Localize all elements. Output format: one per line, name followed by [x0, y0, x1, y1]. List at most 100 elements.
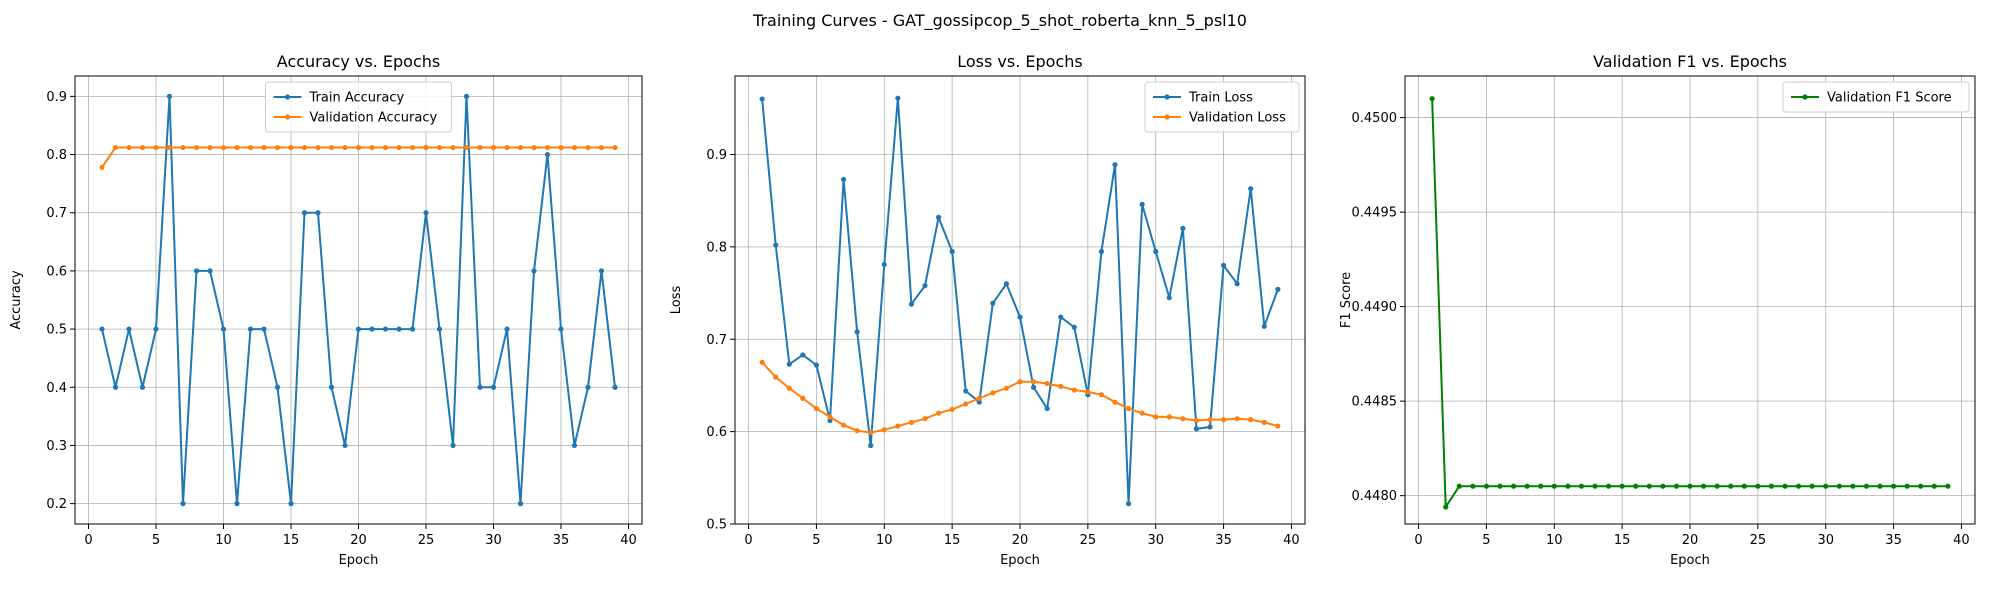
- chart-2-series-train-loss: [759, 95, 1281, 507]
- chart-2-series-train-loss-point-6: [827, 417, 833, 424]
- chart-1-series-train-accuracy-point-7: [180, 501, 186, 507]
- chart-1-series-train-accuracy-point-12: [247, 326, 254, 332]
- chart-1-series-train-accuracy-point-38: [598, 268, 605, 274]
- chart-3-series-validation-f1-score-point-15: [1619, 483, 1625, 489]
- chart-2-xlabel: Epoch: [1000, 553, 1040, 568]
- chart-1-ylabel: Accuracy: [9, 270, 24, 330]
- chart-1-xtick-label-2: 10: [215, 533, 232, 548]
- chart-1-series-train-accuracy-point-1: [99, 326, 105, 332]
- chart-2-series-train-loss-point-22: [1044, 405, 1050, 412]
- chart-1-legend-validation-accuracy-label: Validation Accuracy: [310, 111, 438, 126]
- chart-2-ytick-label-4: 0.9: [706, 148, 727, 163]
- chart-3-xtick-label-0: 0: [1414, 533, 1422, 548]
- chart-3-series-validation-f1-score-point-37: [1918, 483, 1924, 489]
- chart-1-ytick-label-6: 0.8: [46, 148, 67, 163]
- chart-3-series-validation-f1-score-point-13: [1592, 483, 1598, 489]
- chart-3-series-validation-f1-score-point-24: [1741, 483, 1747, 489]
- chart-3-ytick-label-3: 0.4495: [1352, 206, 1398, 221]
- chart-1-series-validation-accuracy-point-19: [342, 144, 348, 151]
- chart-2-series-validation-loss-point-33: [1193, 417, 1200, 424]
- chart-3-series-validation-f1-score-point-8: [1524, 483, 1530, 489]
- chart-2-series-train-loss-point-9: [868, 442, 874, 449]
- chart-1-series-validation-accuracy-point-1: [99, 164, 105, 170]
- chart-2-series-train-loss-point-10: [881, 261, 887, 268]
- chart-1-xtick-label-1: 5: [152, 533, 160, 548]
- chart-1-series-validation-accuracy-point-8: [193, 144, 200, 151]
- chart-3-series-validation-f1-score-point-32: [1850, 483, 1856, 489]
- chart-1-ytick-label-1: 0.3: [46, 439, 67, 454]
- chart-2-ytick-label-0: 0.5: [706, 518, 727, 533]
- chart-1-series-train-accuracy-point-39: [612, 384, 618, 390]
- chart-1-series-validation-accuracy-point-35: [558, 144, 564, 151]
- chart-2-series-train-loss-point-8: [854, 329, 860, 335]
- chart-3-xtick-label-2: 10: [1546, 533, 1563, 548]
- chart-2-ytick-label-1: 0.6: [706, 425, 727, 440]
- chart-1-series-validation-accuracy-point-38: [598, 144, 605, 151]
- chart-3-series-validation-f1-score-point-2: [1443, 504, 1449, 510]
- chart-2-xtick-label-7: 35: [1215, 533, 1232, 548]
- chart-1-xtick-label-3: 15: [283, 533, 300, 548]
- chart-1-xtick-label-8: 40: [620, 533, 637, 548]
- chart-2-series-validation-loss-point-32: [1180, 416, 1186, 422]
- chart-1-series-train-accuracy-point-35: [558, 326, 564, 332]
- chart-2-xtick-label-5: 25: [1080, 533, 1097, 548]
- chart-2-series-validation-loss-point-18: [990, 390, 996, 396]
- chart-1-series-train-accuracy-point-3: [126, 326, 132, 332]
- chart-1-series-train-accuracy-point-25: [423, 210, 429, 216]
- chart-1-legend-train-accuracy-marker: [284, 94, 291, 100]
- chart-3-xtick-label-1: 5: [1482, 533, 1490, 548]
- chart-1-series-train-accuracy-point-15: [288, 501, 294, 507]
- chart-1-series-train-accuracy-point-14: [274, 384, 281, 390]
- chart-panels: 0 5 10 15 20 25 30 35 40 0.2 0.3 0.4 0.5 0.6 0.7 0.8 0.9…: [9, 52, 1976, 568]
- chart-2-series-train-loss-point-18: [990, 300, 996, 306]
- chart-1-series-validation-accuracy-point-28: [463, 144, 470, 151]
- chart-2-series-validation-loss-point-9: [868, 429, 874, 436]
- chart-2-series-train-loss-point-7: [840, 176, 847, 183]
- chart-1-series-train-accuracy-point-2: [112, 384, 119, 390]
- chart-2-xtick-label-1: 5: [812, 533, 820, 548]
- chart-2-legend-train-loss-label: Train Loss: [1188, 91, 1253, 106]
- chart-3-series-validation-f1-score-point-22: [1714, 483, 1720, 489]
- chart-3-series-validation-f1-score-point-26: [1768, 483, 1775, 489]
- chart-1-xtick-label-7: 35: [553, 533, 570, 548]
- chart-1-series-validation-accuracy-point-39: [612, 144, 618, 151]
- chart-2-series-validation-loss-point-12: [908, 419, 915, 425]
- chart-2-series-validation-loss-point-6: [827, 414, 833, 420]
- chart-1-ytick-label-3: 0.5: [46, 323, 67, 338]
- chart-1-series-validation-accuracy-point-31: [504, 144, 510, 151]
- chart-3-series-validation-f1-score-point-1: [1429, 96, 1435, 102]
- chart-1-ytick-label-0: 0.2: [46, 497, 67, 512]
- chart-1-series-train-accuracy-point-13: [261, 326, 267, 332]
- chart-3-series-validation-f1-score-point-14: [1605, 483, 1612, 489]
- chart-1-series-train-accuracy-point-34: [544, 151, 551, 158]
- chart-3-series-validation-f1-score-point-39: [1945, 483, 1951, 489]
- chart-3-series-validation-f1-score-point-17: [1646, 483, 1652, 489]
- chart-1-series-validation-accuracy-point-25: [423, 144, 429, 151]
- chart-1-series-train-accuracy-point-6: [166, 93, 173, 99]
- chart-2-series-train-loss-point-19: [1003, 281, 1010, 287]
- chart-1-series-validation-accuracy-point-3: [126, 144, 132, 151]
- chart-3-xtick-label-4: 20: [1682, 533, 1699, 548]
- chart-2-legend-validation-loss-marker: [1164, 114, 1170, 120]
- chart-2-series-validation-loss-point-25: [1085, 389, 1091, 395]
- chart-1-series-validation-accuracy-point-7: [180, 144, 186, 151]
- chart-2-series-validation-loss: [759, 359, 1281, 436]
- chart-3-series-validation-f1-score-point-18: [1660, 483, 1666, 489]
- chart-3-xlabel: Epoch: [1670, 553, 1710, 568]
- chart-1-series-train-accuracy-point-19: [342, 442, 348, 449]
- chart-2-legend-validation-loss-label: Validation Loss: [1189, 111, 1286, 126]
- chart-1-series-train-accuracy-point-33: [531, 268, 537, 274]
- chart-2-series-validation-loss-point-34: [1207, 417, 1213, 423]
- chart-3-series-validation-f1-score-point-34: [1877, 483, 1883, 489]
- chart-2-series-validation-loss-point-31: [1166, 414, 1172, 420]
- chart-2-series-train-loss-point-3: [786, 361, 792, 367]
- chart-1-series-validation-accuracy-point-2: [112, 144, 119, 151]
- chart-2-legend-train-loss-marker: [1164, 94, 1170, 100]
- chart-1-legend-box: [265, 81, 452, 133]
- chart-1-series-validation-accuracy-point-37: [585, 144, 591, 151]
- chart-1-series-train-accuracy: [99, 93, 618, 507]
- chart-1-series-train-accuracy-point-11: [234, 501, 240, 507]
- chart-1-series-train-accuracy-point-9: [207, 268, 213, 274]
- chart-3-series-validation-f1-score-point-27: [1782, 483, 1788, 489]
- chart-1-title: Accuracy vs. Epochs: [277, 52, 440, 71]
